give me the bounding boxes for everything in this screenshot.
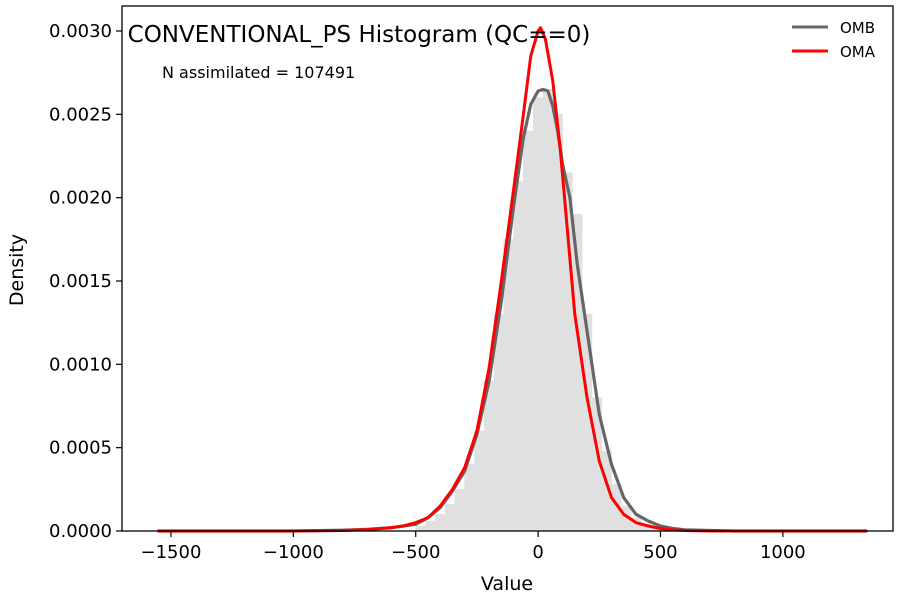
series-line-oma xyxy=(157,26,868,533)
histogram-bar xyxy=(444,504,456,532)
histogram-bar xyxy=(532,97,544,532)
x-tick-label: 1000 xyxy=(760,542,806,563)
histogram-bar xyxy=(542,89,554,532)
y-tick-label: 0.0015 xyxy=(49,271,112,292)
histogram-bar xyxy=(474,430,485,532)
y-tick-label: 0.0000 xyxy=(49,521,112,542)
y-tick-label: 0.0010 xyxy=(49,354,112,375)
x-tick-label: −1500 xyxy=(141,542,202,563)
n-assimilated-annotation: N assimilated = 107491 xyxy=(162,63,355,82)
y-tick-label: 0.0005 xyxy=(49,438,112,459)
chart-title: CONVENTIONAL_PS Histogram (QC==0) xyxy=(128,22,591,48)
x-axis-label: Value xyxy=(481,573,533,595)
histogram-bar xyxy=(523,130,534,532)
plot-area xyxy=(121,5,894,533)
legend-omb-label: OMB xyxy=(840,19,875,37)
y-axis-ticks: 0.0000 0.0005 0.0010 0.0015 0.0020 0.0025 0.00… xyxy=(49,21,122,542)
x-tick-label: −500 xyxy=(391,542,440,563)
histogram-bar xyxy=(434,514,446,532)
legend: OMB OMA xyxy=(792,19,876,61)
x-axis-ticks: −1500 −1000 −500 0 500 1000 xyxy=(141,531,806,563)
histogram-bar xyxy=(464,464,475,532)
histogram-bar xyxy=(513,180,524,532)
histogram-bar xyxy=(425,520,436,532)
histogram-bar xyxy=(415,525,426,532)
x-tick-label: 0 xyxy=(532,542,543,563)
histogram-bar xyxy=(483,380,495,532)
y-axis-label: Density xyxy=(6,234,28,306)
legend-oma-label: OMA xyxy=(840,43,876,61)
x-tick-label: −1000 xyxy=(263,542,324,563)
histogram-bar xyxy=(454,489,465,532)
histogram xyxy=(415,89,661,532)
histogram-bar xyxy=(552,114,563,532)
plot-frame xyxy=(121,5,894,532)
y-tick-label: 0.0020 xyxy=(49,188,112,209)
y-tick-label: 0.0030 xyxy=(49,21,112,42)
x-tick-label: 500 xyxy=(643,542,677,563)
y-tick-label: 0.0025 xyxy=(49,104,112,125)
series-lines xyxy=(157,26,868,533)
